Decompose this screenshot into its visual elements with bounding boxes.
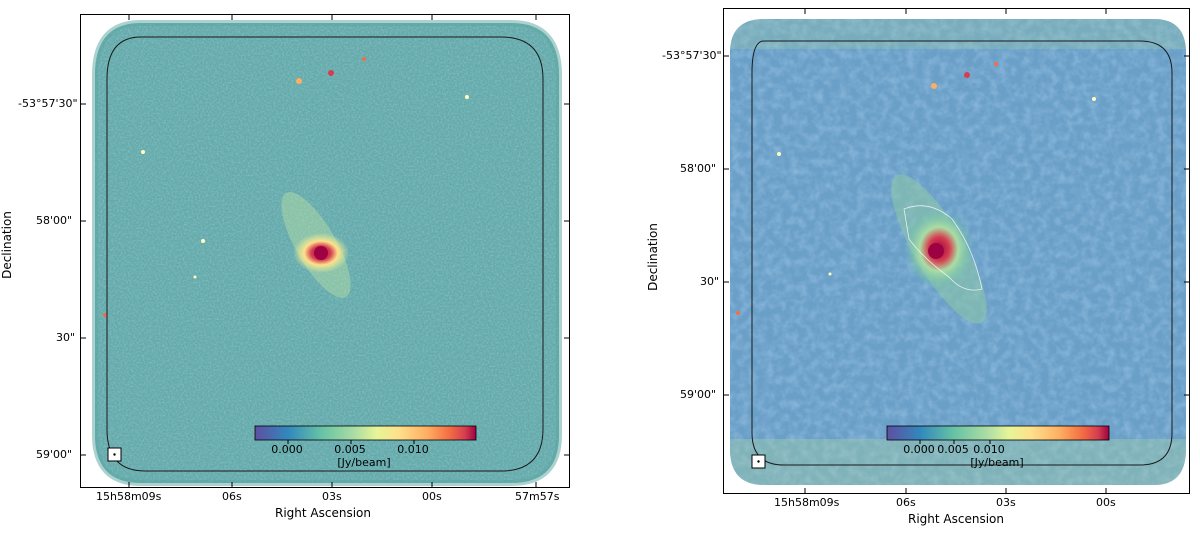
right-cbar-tick-0: 0.000: [903, 443, 935, 456]
right-image-frame: [723, 8, 1190, 494]
left-colorbar: [254, 425, 477, 441]
beam-box-icon: [751, 454, 766, 469]
right-ytick-3: 59'00": [680, 388, 717, 401]
right-xtick-0: 15h58m09s: [774, 496, 840, 509]
left-ylabel: Declination: [0, 211, 14, 279]
right-xtick-2: 03s: [996, 496, 1016, 509]
right-ytick-1: 58'00": [680, 162, 717, 175]
left-xtick-2: 03s: [322, 490, 342, 503]
left-ytick-1: 58'00": [36, 214, 73, 227]
right-cbar-unit: [Jy/beam]: [970, 456, 1024, 469]
right-colorbar: [886, 425, 1110, 441]
right-ytick-2: 30": [700, 275, 720, 288]
left-map-svg: [92, 20, 562, 486]
left-cbar-tick-1: 0.005: [334, 443, 366, 456]
left-xtick-0: 15h58m09s: [96, 490, 162, 503]
left-ytick-3: 59'00": [36, 448, 73, 461]
left-panel: 15h58m09s 06s 03s 00s 57m57s Right Ascen…: [0, 14, 570, 520]
right-xtick-1: 06s: [896, 496, 916, 509]
right-ytick-0: -53°57'30": [662, 49, 722, 62]
left-cbar-tick-2: 0.010: [397, 443, 429, 456]
left-xtick-4: 57m57s: [515, 490, 560, 503]
left-ytick-0: -53°57'30": [18, 97, 78, 110]
right-xlabel: Right Ascension: [908, 512, 1004, 526]
beam-box-icon: [107, 447, 122, 462]
right-ticks: [723, 8, 1190, 494]
left-xtick-1: 06s: [222, 490, 242, 503]
right-xtick-3: 00s: [1096, 496, 1116, 509]
right-ylabel: Declination: [646, 223, 660, 291]
left-ytick-2: 30": [56, 331, 76, 344]
left-xlabel: Right Ascension: [275, 506, 371, 520]
left-ticks: [80, 14, 570, 488]
left-cbar-unit: [Jy/beam]: [337, 456, 391, 469]
left-image-frame: [80, 14, 570, 488]
left-xtick-3: 00s: [422, 490, 442, 503]
left-cbar-tick-0: 0.000: [271, 443, 303, 456]
right-panel: 15h58m09s 06s 03s 00s Right Ascension -5…: [600, 0, 1200, 533]
right-map-svg: [730, 19, 1186, 485]
right-cbar-tick-2: 0.010: [973, 443, 1005, 456]
right-cbar-tick-1: 0.005: [937, 443, 969, 456]
